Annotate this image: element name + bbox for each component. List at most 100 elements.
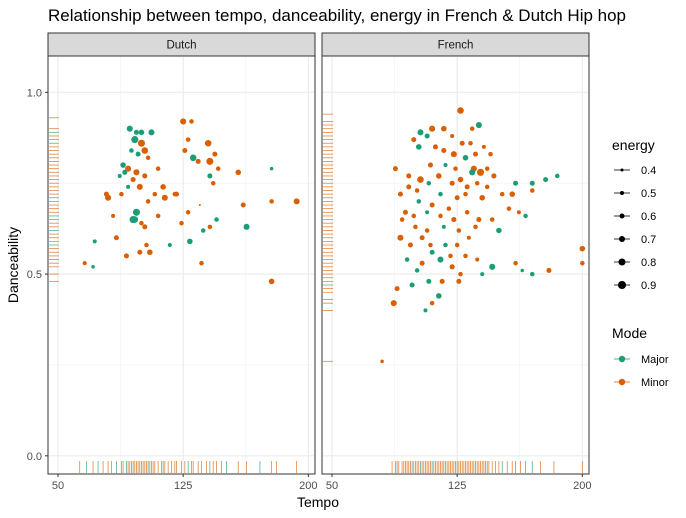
scatter-point <box>449 264 455 270</box>
scatter-point <box>488 151 493 157</box>
scatter-point <box>417 129 424 136</box>
scatter-point <box>429 300 435 306</box>
scatter-point <box>204 139 212 147</box>
scatter-point <box>414 188 420 193</box>
scatter-point <box>529 271 535 277</box>
points-french <box>380 107 586 364</box>
scatter-point <box>180 118 187 125</box>
scatter-point <box>436 293 442 299</box>
scatter-point <box>144 242 149 248</box>
scatter-point <box>484 166 490 171</box>
chart-title: Relationship between tempo, danceability… <box>48 6 626 25</box>
legend-size-label: 0.8 <box>641 257 656 269</box>
scatter-point <box>182 147 188 154</box>
scatter-point <box>476 217 482 223</box>
scatter-point <box>390 300 397 307</box>
scatter-point <box>185 210 191 215</box>
scatter-point <box>429 202 435 208</box>
scatter-point <box>293 198 300 205</box>
legend-size-key-dot <box>620 168 624 172</box>
scatter-point <box>427 162 433 168</box>
scatter-point <box>419 260 425 266</box>
facet-dutch: Dutch <box>47 32 316 475</box>
scatter-point <box>137 139 145 147</box>
scatter-point <box>130 177 136 183</box>
scatter-point <box>399 217 405 222</box>
scatter-point <box>466 235 471 240</box>
scatter-point <box>419 235 425 241</box>
scatter-point <box>147 249 153 256</box>
scatter-point <box>133 129 139 135</box>
scatter-point <box>409 282 415 288</box>
legend-mode-key-dot <box>618 378 626 386</box>
scatter-point <box>416 144 422 150</box>
legend-size-key-dot <box>618 235 626 243</box>
scatter-point <box>464 210 470 215</box>
scatter-point <box>424 133 430 139</box>
y-tick-label: 0.0 <box>27 451 42 463</box>
scatter-point <box>200 228 206 233</box>
scatter-point <box>458 271 463 277</box>
y-axis-title: Danceability <box>5 227 21 303</box>
facet-french: French <box>321 32 590 475</box>
scatter-point <box>126 125 133 132</box>
scatter-point <box>509 191 516 197</box>
scatter-point <box>476 168 485 176</box>
scatter-point <box>457 107 464 114</box>
scatter-point <box>473 224 478 230</box>
scatter-point <box>161 194 168 201</box>
legend-size-label: 0.6 <box>641 211 656 223</box>
scatter-point <box>520 268 525 273</box>
scatter-point <box>438 213 443 219</box>
scatter-point <box>145 155 151 161</box>
rug-french <box>323 113 583 473</box>
scatter-point <box>449 180 455 186</box>
scatter-point <box>268 278 275 285</box>
scatter-point <box>119 191 124 197</box>
points-dutch <box>82 118 300 285</box>
scatter-point <box>475 257 480 262</box>
scatter-point <box>426 180 432 186</box>
legend-mode: Mode Major Minor <box>612 325 669 389</box>
scatter-point <box>429 125 436 132</box>
scatter-point <box>459 140 465 146</box>
scatter-point <box>475 122 482 129</box>
scatter-point <box>469 169 476 176</box>
scatter-point <box>199 260 204 266</box>
scatter-point <box>145 199 151 204</box>
scatter-point <box>463 253 468 259</box>
scatter-point <box>429 249 435 255</box>
facet-label-french: French <box>438 40 474 52</box>
scatter-point <box>172 191 178 197</box>
scatter-point <box>417 176 424 183</box>
scatter-point <box>198 204 201 207</box>
legend-size-key-dot <box>619 213 625 219</box>
scatter-point <box>529 180 535 186</box>
scatter-point <box>543 177 549 183</box>
scatter-point <box>155 213 161 219</box>
legend-mode-title: Mode <box>612 325 647 341</box>
rug-dutch <box>49 117 298 473</box>
scatter-point <box>167 242 172 248</box>
legend-size-key-dot <box>617 280 627 290</box>
legend-size-label: 0.5 <box>641 188 656 200</box>
scatter-point <box>411 213 417 219</box>
scatter-point <box>468 140 473 146</box>
scatter-point <box>462 154 469 161</box>
facet-label-dutch: Dutch <box>166 40 196 52</box>
scatter-point <box>189 154 197 162</box>
scatter-point <box>141 147 149 154</box>
scatter-point <box>91 265 95 269</box>
grid-dutch <box>49 57 314 473</box>
scatter-point <box>152 191 158 197</box>
scatter-point <box>155 166 161 171</box>
scatter-point <box>453 166 458 171</box>
scatter-point <box>212 151 218 157</box>
legend-mode-key-dot <box>618 355 626 363</box>
scatter-point <box>479 194 485 201</box>
scatter-point <box>214 217 219 222</box>
scatter-point <box>397 191 403 197</box>
scatter-point <box>473 151 479 157</box>
scatter-point <box>426 278 432 284</box>
scatter-point <box>456 278 462 284</box>
